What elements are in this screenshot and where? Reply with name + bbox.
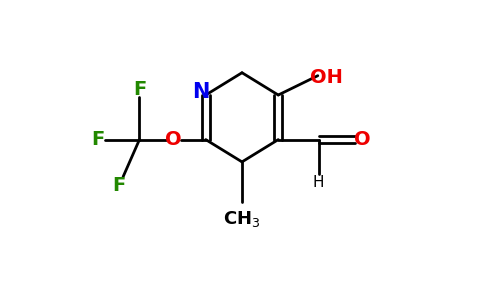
Text: H: H bbox=[312, 175, 323, 190]
Text: F: F bbox=[91, 130, 105, 149]
Text: F: F bbox=[112, 176, 125, 195]
Text: O: O bbox=[354, 130, 371, 149]
Text: O: O bbox=[166, 130, 182, 149]
Text: F: F bbox=[133, 80, 146, 99]
Text: OH: OH bbox=[310, 68, 343, 87]
Text: CH$_3$: CH$_3$ bbox=[223, 209, 261, 230]
Text: N: N bbox=[192, 82, 209, 102]
